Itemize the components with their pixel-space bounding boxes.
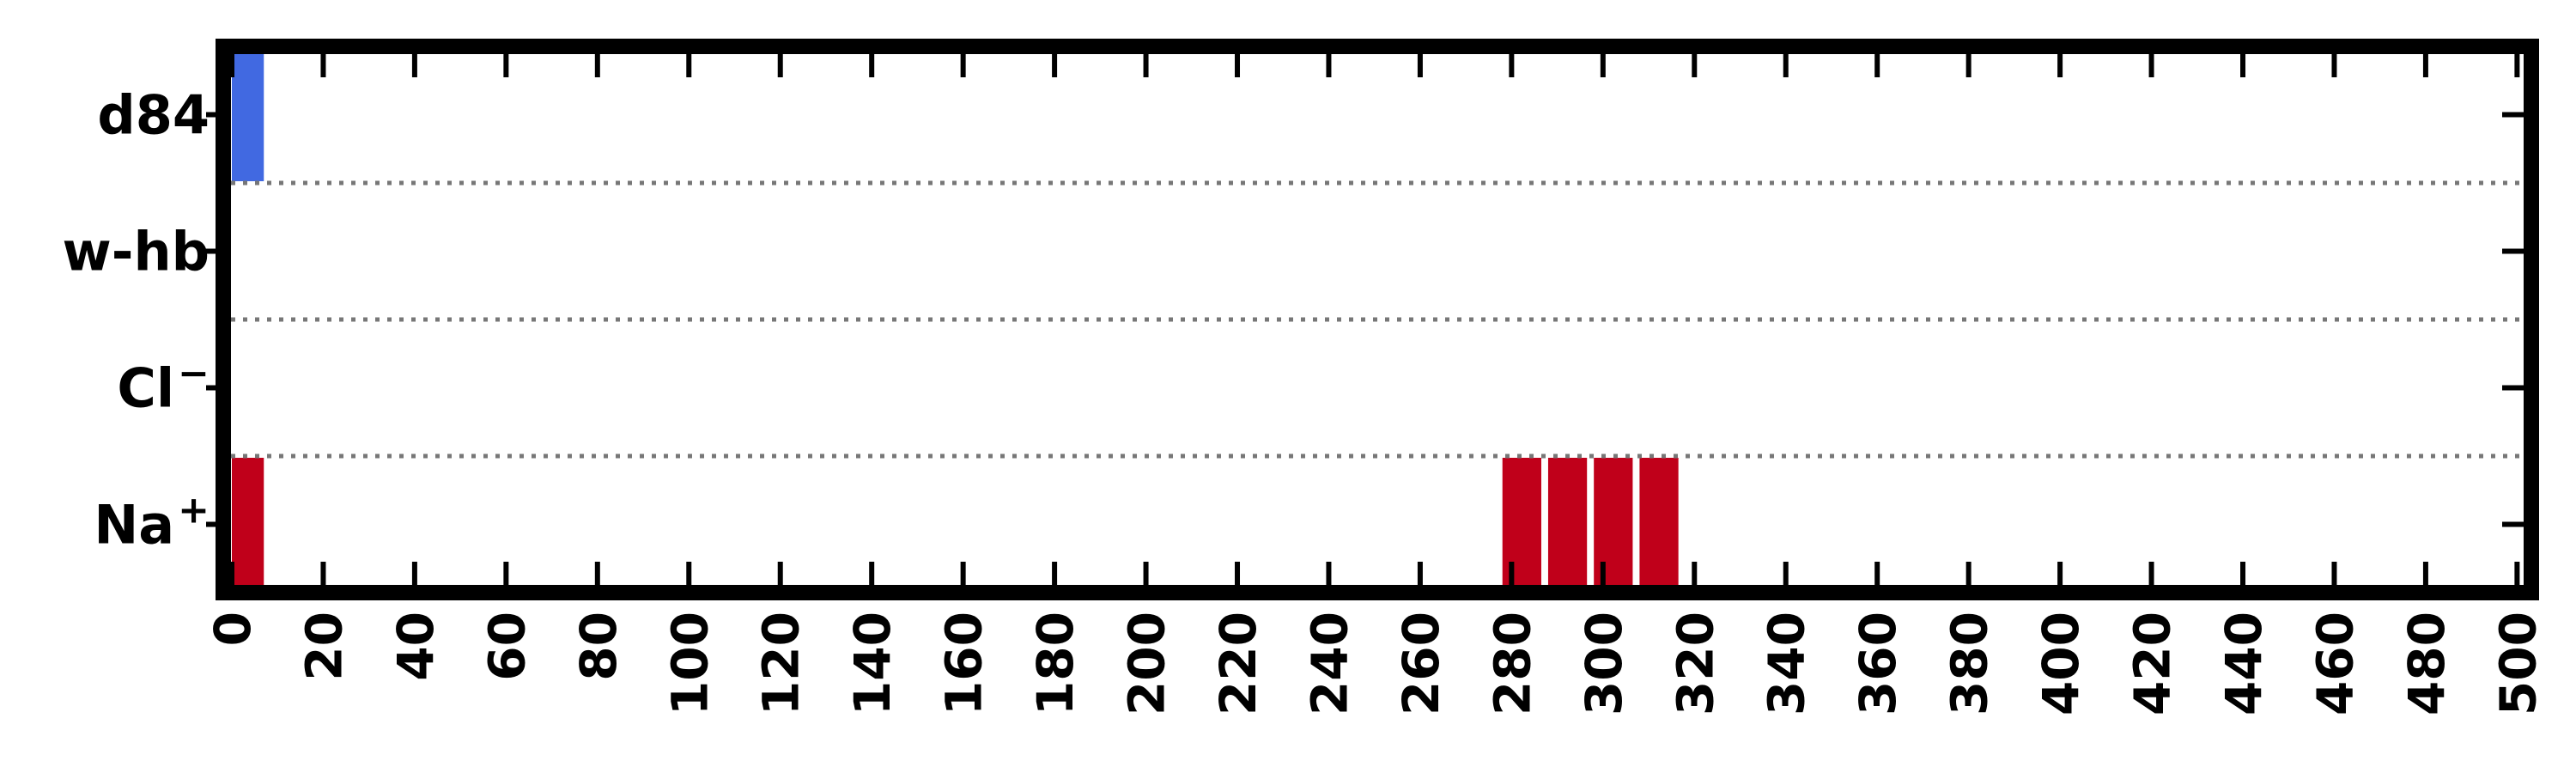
bar-na-2	[1547, 458, 1588, 585]
y-tick-label: Cl−	[117, 352, 210, 420]
x-tick-label: 480	[2397, 612, 2456, 715]
x-tick-label: 400	[2032, 612, 2090, 715]
row-separators	[231, 180, 2524, 459]
x-tick-label: 420	[2123, 612, 2182, 715]
bar-na-0	[232, 458, 264, 585]
bar-d84-0	[232, 54, 264, 181]
x-tick-label: 100	[660, 612, 719, 715]
x-tick-label: 440	[2215, 612, 2273, 715]
x-tick-label: 280	[1483, 612, 1541, 715]
y-tick-label: w-hb	[62, 221, 210, 283]
x-tick-label: 20	[295, 612, 353, 681]
row-bars-layer	[232, 54, 1679, 585]
x-tick-label: 0	[204, 612, 262, 646]
x-tick-label: 320	[1666, 612, 1724, 715]
x-tick-label: 40	[386, 612, 445, 681]
x-tick-labels: 0 20 40 60 80 100 120 140 160 180 200 220 240 260 280 3…	[204, 612, 2547, 715]
x-tick-label: 120	[752, 612, 811, 715]
plot-frame	[216, 39, 2539, 600]
x-tick-label: 340	[1758, 612, 1816, 715]
x-tick-label: 80	[569, 612, 628, 681]
x-tick-label: 160	[935, 612, 993, 715]
y-tick-labels: d84 w-hb Cl− Na+	[62, 84, 210, 557]
x-tick-label: 460	[2306, 612, 2364, 715]
bar-na-1	[1502, 458, 1541, 585]
x-tick-label: 220	[1209, 612, 1267, 715]
y-tick-label: d84	[97, 84, 210, 147]
x-tick-label: 380	[1941, 612, 1999, 715]
x-tick-label: 360	[1849, 612, 1907, 715]
x-tick-label: 240	[1300, 612, 1358, 715]
bar-na-4	[1639, 458, 1679, 585]
bar-na-3	[1594, 458, 1633, 585]
x-tick-label: 60	[477, 612, 536, 681]
x-tick-label: 200	[1118, 612, 1176, 715]
y-tick-label: Na+	[94, 489, 210, 557]
x-tick-label: 180	[1026, 612, 1084, 715]
x-tick-label: 500	[2488, 612, 2547, 715]
x-tick-label: 300	[1575, 612, 1633, 715]
x-tick-label: 140	[843, 612, 902, 715]
x-tick-label: 260	[1392, 612, 1450, 715]
